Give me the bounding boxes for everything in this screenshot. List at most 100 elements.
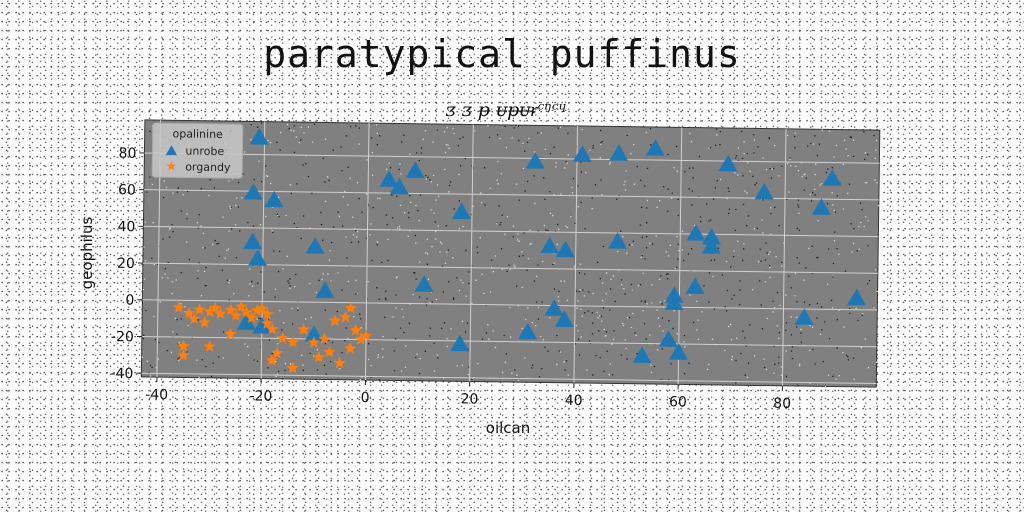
noise-dot <box>256 318 258 320</box>
noise-dot <box>284 369 286 372</box>
noise-dot <box>402 316 404 318</box>
noise-dot <box>492 270 495 273</box>
noise-dot <box>567 154 569 156</box>
noise-dot <box>511 137 513 139</box>
noise-dot <box>367 343 370 345</box>
noise-dot <box>766 317 768 320</box>
noise-dot <box>875 149 877 151</box>
noise-dot <box>378 379 380 381</box>
noise-dot <box>228 230 230 232</box>
noise-dot <box>146 191 148 193</box>
noise-dot <box>852 242 855 245</box>
noise-dot <box>531 322 534 324</box>
noise-dot <box>848 183 851 185</box>
noise-dot <box>769 266 771 269</box>
noise-dot <box>821 129 824 131</box>
noise-dot <box>584 227 586 230</box>
noise-dot <box>832 276 834 278</box>
noise-dot <box>497 134 499 136</box>
noise-dot <box>641 236 644 239</box>
noise-dot <box>347 166 349 168</box>
noise-dot <box>322 273 324 275</box>
noise-dot <box>853 228 855 230</box>
noise-dot <box>789 157 791 159</box>
data-point-organdy <box>255 302 269 315</box>
noise-dot <box>307 175 310 178</box>
noise-dot <box>668 320 670 322</box>
data-point-unrobe <box>452 202 472 220</box>
noise-dot <box>827 168 829 170</box>
noise-dot <box>867 283 869 285</box>
noise-dot <box>197 319 199 321</box>
noise-dot <box>796 227 798 230</box>
noise-dot <box>288 127 290 130</box>
noise-dot <box>418 296 421 298</box>
noise-dot <box>700 220 702 223</box>
noise-dot <box>578 354 581 356</box>
noise-dot <box>570 215 572 218</box>
noise-dot <box>719 144 721 146</box>
noise-dot <box>461 320 464 322</box>
data-point-organdy <box>261 307 274 320</box>
noise-dot <box>724 306 726 308</box>
x-tick-label: 20 <box>460 391 478 407</box>
data-point-organdy <box>349 323 362 336</box>
noise-dot <box>269 141 272 144</box>
noise-dot <box>734 172 736 174</box>
noise-dot <box>502 371 504 374</box>
noise-dot <box>433 212 435 214</box>
noise-dot <box>229 205 231 208</box>
noise-dot <box>332 149 334 151</box>
noise-dot <box>418 219 420 222</box>
data-point-unrobe <box>794 308 814 325</box>
noise-dot <box>513 264 515 267</box>
noise-dot <box>649 334 651 336</box>
noise-dot <box>279 149 281 151</box>
noise-dot <box>727 325 730 328</box>
noise-dot <box>831 167 834 169</box>
noise-dot <box>253 359 255 361</box>
data-point-unrobe <box>658 330 678 347</box>
noise-dot <box>396 195 398 198</box>
noise-dot <box>517 125 520 127</box>
noise-dot <box>536 275 538 278</box>
noise-dot <box>582 289 584 291</box>
noise-dot <box>427 176 429 179</box>
noise-dot <box>366 193 368 195</box>
noise-dot <box>771 168 773 170</box>
noise-dot <box>565 360 568 362</box>
noise-dot <box>518 240 520 242</box>
noise-dot <box>692 321 695 324</box>
noise-dot <box>450 328 452 330</box>
noise-dot <box>325 373 327 375</box>
noise-dot <box>756 227 758 230</box>
noise-dot <box>676 333 678 335</box>
noise-dot <box>579 263 582 265</box>
noise-dot <box>178 357 180 359</box>
noise-dot <box>212 243 214 246</box>
noise-dot <box>379 135 381 137</box>
noise-dot <box>824 321 826 323</box>
noise-dot <box>797 199 800 201</box>
noise-dot <box>504 361 507 363</box>
noise-dot <box>149 130 151 132</box>
noise-dot <box>324 309 326 311</box>
noise-dot <box>671 197 673 199</box>
noise-dot <box>583 295 585 297</box>
noise-dot <box>646 303 648 305</box>
noise-dot <box>188 258 191 261</box>
noise-dot <box>425 252 427 254</box>
noise-dot <box>852 357 855 359</box>
noise-dot <box>347 280 349 283</box>
noise-dot <box>444 168 446 171</box>
noise-dot <box>787 134 789 137</box>
noise-dot <box>186 190 189 193</box>
grid-line-y <box>141 372 877 384</box>
noise-dot <box>273 250 275 252</box>
noise-dot <box>521 286 523 289</box>
noise-dot <box>785 375 788 378</box>
data-point-unrobe <box>389 177 409 195</box>
data-point-organdy <box>198 316 211 329</box>
noise-dot <box>624 189 627 191</box>
data-point-unrobe <box>243 183 263 200</box>
